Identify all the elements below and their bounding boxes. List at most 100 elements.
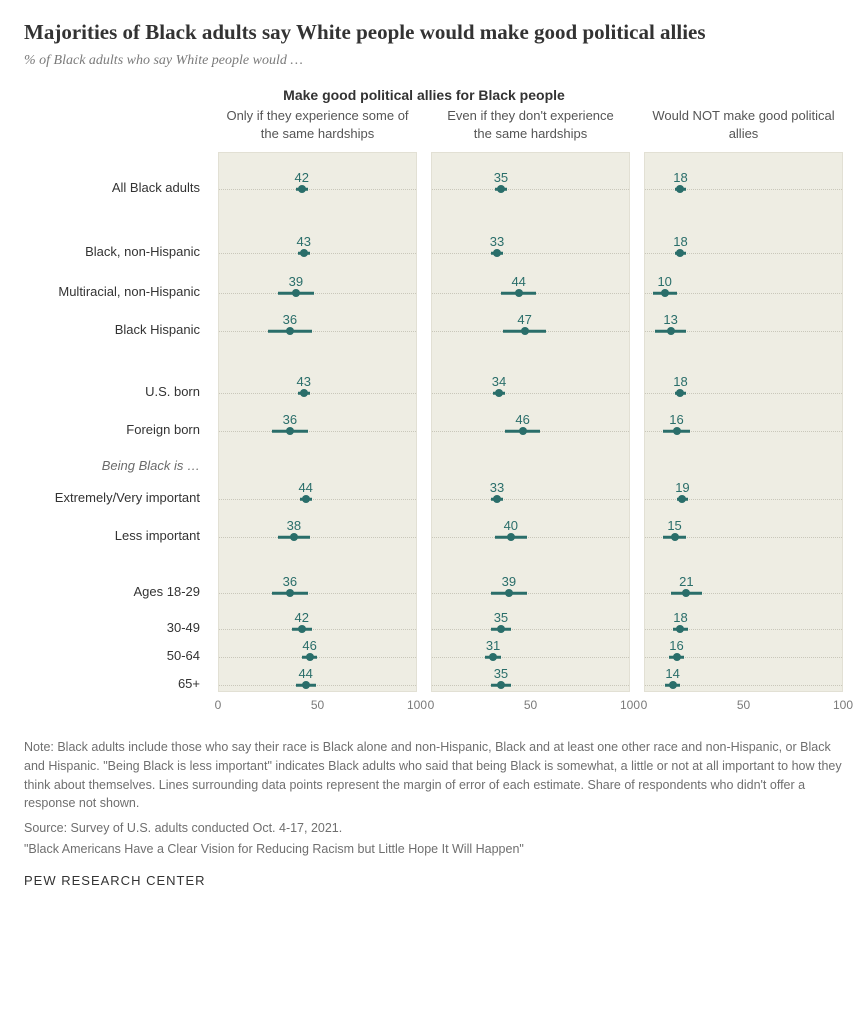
value-label: 36 — [283, 312, 297, 327]
reference-text: "Black Americans Have a Clear Vision for… — [24, 840, 843, 859]
note-text: Note: Black adults include those who say… — [24, 738, 843, 813]
data-point — [493, 249, 501, 257]
x-tick: 0 — [428, 698, 435, 712]
row-label: All Black adults — [24, 180, 200, 196]
data-point — [676, 625, 684, 633]
super-header: Make good political allies for Black peo… — [218, 87, 630, 103]
data-point — [671, 533, 679, 541]
row-gridline — [432, 253, 629, 254]
value-label: 16 — [669, 638, 683, 653]
x-axis: 050100 050100 050100 — [24, 698, 843, 716]
data-point — [302, 495, 310, 503]
value-label: 35 — [494, 170, 508, 185]
row-label: 50-64 — [24, 648, 200, 664]
row-gridline — [432, 499, 629, 500]
row-label: Multiracial, non-Hispanic — [24, 284, 200, 300]
data-point — [521, 327, 529, 335]
value-label: 39 — [502, 574, 516, 589]
value-label: 18 — [673, 610, 687, 625]
data-point — [678, 495, 686, 503]
chart-panel-0: 424339364336443836424644 — [218, 152, 417, 692]
value-label: 14 — [665, 666, 679, 681]
x-tick: 50 — [524, 698, 537, 712]
value-label: 19 — [675, 480, 689, 495]
data-point — [495, 389, 503, 397]
row-label: Foreign born — [24, 422, 200, 438]
row-label: 65+ — [24, 676, 200, 692]
brand-text: PEW RESEARCH CENTER — [24, 873, 843, 888]
col-header-2: Would NOT make good political allies — [644, 107, 843, 152]
data-point — [298, 625, 306, 633]
col-header-0: Only if they experience some of the same… — [218, 107, 417, 152]
value-label: 43 — [296, 374, 310, 389]
data-point — [493, 495, 501, 503]
value-label: 15 — [667, 518, 681, 533]
row-gridline — [432, 393, 629, 394]
value-label: 35 — [494, 666, 508, 681]
row-label: Black, non-Hispanic — [24, 244, 200, 260]
data-point — [302, 681, 310, 689]
row-gridline — [219, 393, 416, 394]
col-header-1: Even if they don't experience the same h… — [431, 107, 630, 152]
data-point — [292, 289, 300, 297]
row-heading: Being Black is … — [24, 458, 200, 474]
value-label: 47 — [517, 312, 531, 327]
data-point — [286, 427, 294, 435]
data-point — [682, 589, 690, 597]
value-label: 39 — [289, 274, 303, 289]
data-point — [497, 185, 505, 193]
value-label: 10 — [657, 274, 671, 289]
chart-subtitle: % of Black adults who say White people w… — [24, 53, 843, 69]
data-point — [290, 533, 298, 541]
data-point — [497, 681, 505, 689]
value-label: 35 — [494, 610, 508, 625]
row-gridline — [645, 499, 842, 500]
data-point — [505, 589, 513, 597]
data-point — [306, 653, 314, 661]
row-gridline — [219, 629, 416, 630]
data-point — [661, 289, 669, 297]
value-label: 33 — [490, 234, 504, 249]
row-gridline — [432, 537, 629, 538]
footer: Note: Black adults include those who say… — [24, 738, 843, 859]
row-gridline — [432, 657, 629, 658]
value-label: 46 — [302, 638, 316, 653]
data-point — [667, 327, 675, 335]
row-gridline — [432, 593, 629, 594]
row-gridline — [432, 189, 629, 190]
row-label: 30-49 — [24, 620, 200, 636]
data-point — [300, 389, 308, 397]
row-label: U.S. born — [24, 384, 200, 400]
value-label: 34 — [492, 374, 506, 389]
x-tick: 100 — [407, 698, 427, 712]
value-label: 44 — [511, 274, 525, 289]
chart-grid: Only if they experience some of the same… — [24, 107, 843, 692]
data-point — [286, 589, 294, 597]
x-tick: 100 — [833, 698, 853, 712]
data-point — [669, 681, 677, 689]
row-label: Ages 18-29 — [24, 584, 200, 600]
chart-panel-2: 181810131816191521181614 — [644, 152, 843, 692]
row-gridline — [432, 685, 629, 686]
row-gridline — [219, 657, 416, 658]
value-label: 13 — [663, 312, 677, 327]
data-point — [497, 625, 505, 633]
row-gridline — [219, 499, 416, 500]
row-gridline — [219, 293, 416, 294]
row-gridline — [219, 537, 416, 538]
row-label: Black Hispanic — [24, 322, 200, 338]
data-point — [676, 389, 684, 397]
data-point — [673, 653, 681, 661]
data-point — [676, 185, 684, 193]
data-point — [507, 533, 515, 541]
value-label: 44 — [298, 480, 312, 495]
value-label: 18 — [673, 234, 687, 249]
row-label: Less important — [24, 528, 200, 544]
row-gridline — [219, 331, 416, 332]
value-label: 44 — [298, 666, 312, 681]
x-tick: 50 — [737, 698, 750, 712]
x-tick: 0 — [641, 698, 648, 712]
source-text: Source: Survey of U.S. adults conducted … — [24, 819, 843, 838]
row-gridline — [432, 629, 629, 630]
value-label: 18 — [673, 170, 687, 185]
